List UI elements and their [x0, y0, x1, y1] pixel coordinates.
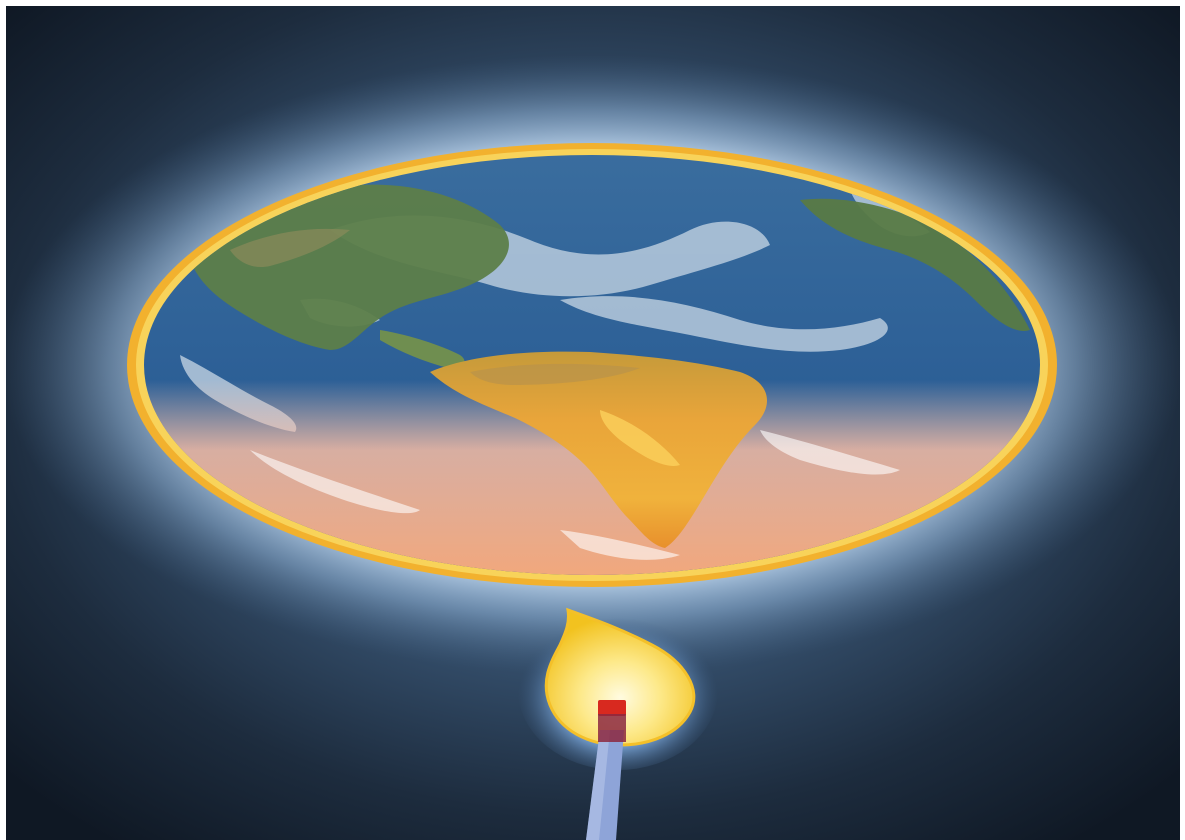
south-america-landmass	[430, 351, 767, 548]
match-head	[598, 700, 626, 716]
earth-globe	[127, 143, 1057, 587]
north-america-landmass	[190, 184, 509, 350]
match-flame	[544, 607, 696, 747]
